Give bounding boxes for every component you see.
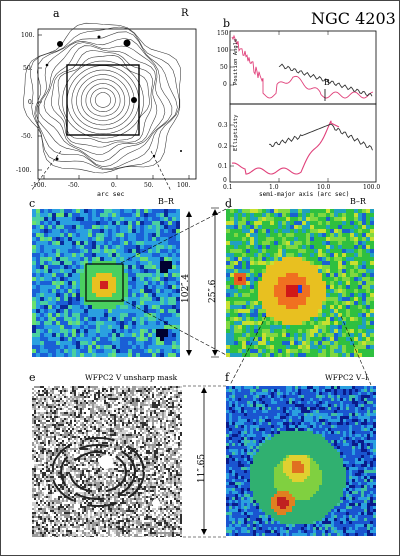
panel-e-image <box>32 386 182 537</box>
panel-e-letter: e <box>29 371 36 384</box>
panel-f-image <box>226 386 376 536</box>
panel-e-label: WFPC2 V unsharp mask <box>85 373 177 382</box>
panel-f-label: WFPC2 V–I <box>325 373 368 382</box>
panel-f-scale: 11″.65 <box>197 454 207 483</box>
panel-f-letter: f <box>225 371 229 384</box>
